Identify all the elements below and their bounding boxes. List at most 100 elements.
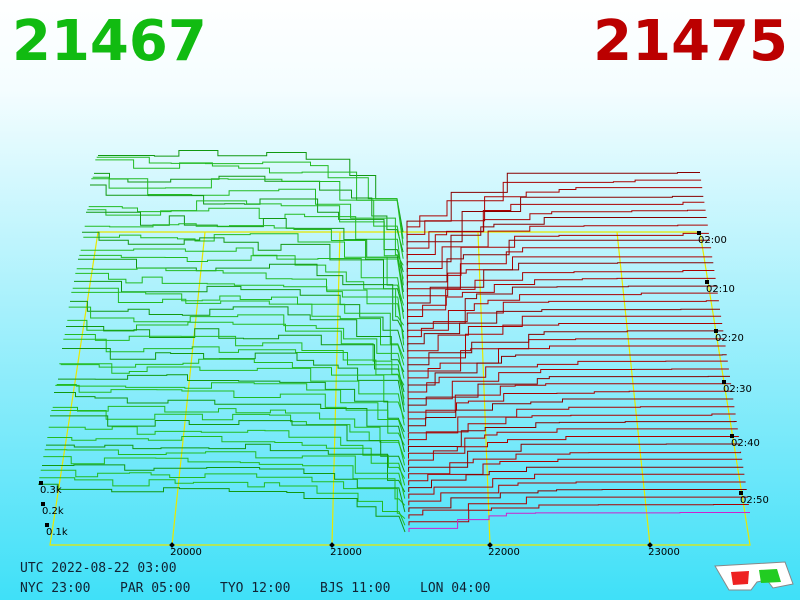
bid-depth-line <box>76 267 405 339</box>
utc-time: UTC 2022-08-22 03:00 <box>20 561 177 576</box>
x-tick-label: 20000 <box>170 547 202 558</box>
3d-glasses-icon <box>714 561 794 591</box>
ask-depth-line <box>408 443 740 472</box>
tick-dot <box>722 380 726 384</box>
bid-depth-line <box>92 176 404 259</box>
bid-depth-line <box>88 200 404 279</box>
time-label: 02:10 <box>706 284 735 295</box>
bid-depth-line <box>56 382 405 439</box>
ask-depth-line <box>407 338 725 379</box>
ask-depth-line <box>407 368 729 406</box>
ask-depth-line <box>406 256 713 306</box>
ask-depth-line <box>407 270 715 319</box>
bid-depth-line <box>39 477 406 526</box>
tick-dot <box>647 542 653 548</box>
ask-depth-line <box>408 466 744 493</box>
bid-depth-line <box>72 287 405 359</box>
ask-depth-line <box>408 496 748 519</box>
ask-depth-line <box>406 195 704 253</box>
tick-dot <box>329 542 335 548</box>
ask-depth-line <box>408 504 749 526</box>
tick-dot <box>714 329 718 333</box>
bid-price: 21467 <box>12 9 207 74</box>
bid-depth-line <box>50 415 406 473</box>
ask-depth-line <box>407 345 726 386</box>
bid-depth-line <box>54 392 405 453</box>
bid-depth-line <box>71 291 405 366</box>
city-time: LON 04:00 <box>420 581 490 596</box>
bid-depth-line <box>51 410 406 466</box>
time-label: 02:20 <box>715 333 744 344</box>
ask-depth-line <box>406 247 712 299</box>
city-time: NYC 23:00 <box>20 581 90 596</box>
ask-depth-line <box>407 360 728 399</box>
bid-depth-line <box>98 150 404 233</box>
ask-depth-line <box>407 398 734 433</box>
ask-depth-line <box>407 413 736 446</box>
ask-depth-line <box>407 315 722 359</box>
ask-depth-line <box>407 292 718 339</box>
bid-depth-line <box>40 469 406 520</box>
ask-depth-line <box>407 300 719 346</box>
tick-dot <box>705 280 709 284</box>
tick-dot <box>39 481 43 485</box>
bid-depth-line <box>60 358 405 419</box>
ask-depth-line <box>407 323 723 366</box>
bid-depth-line <box>66 326 405 393</box>
ask-depth-line <box>406 232 709 286</box>
ask-depth-line <box>407 421 737 453</box>
city-times: NYC 23:00 PAR 05:00 TYO 12:00 BJS 11:00 LON … <box>20 581 490 596</box>
city-time: BJS 11:00 <box>320 581 390 596</box>
bid-depth-line <box>44 449 406 499</box>
depth-label: 0.3k <box>40 485 62 496</box>
bid-depth-line <box>75 272 405 346</box>
tick-dot <box>487 542 493 548</box>
bid-depth-line <box>70 300 405 373</box>
tick-dot <box>45 523 49 527</box>
ask-depth-line <box>406 187 703 246</box>
bid-depth-line <box>91 178 404 266</box>
ask-depth-line <box>408 489 747 513</box>
bid-depth-line <box>68 306 405 379</box>
ask-depth-line <box>406 201 705 259</box>
ask-depth-line <box>407 390 733 426</box>
bid-depth-line <box>43 456 406 506</box>
bid-depth-line <box>46 443 406 493</box>
ask-depth-line <box>406 179 702 239</box>
time-label: 02:00 <box>698 235 727 246</box>
ask-depth-line <box>406 239 710 292</box>
ask-depth-line <box>407 308 720 352</box>
bid-depth-line <box>42 464 406 513</box>
tick-dot <box>697 231 701 235</box>
time-label: 02:40 <box>731 438 760 449</box>
bid-depth-line <box>52 405 405 459</box>
ask-depth-line <box>408 481 746 506</box>
bid-depth-line <box>82 231 405 313</box>
ask-depth-line <box>406 262 714 313</box>
depth-label: 0.1k <box>46 527 68 538</box>
bid-depth-line <box>83 233 404 306</box>
ask-depth-line <box>408 436 739 466</box>
ask-depth-line <box>407 375 730 412</box>
ask-depth-line <box>407 277 716 326</box>
bid-depth-line <box>47 436 406 486</box>
bid-depth-line <box>48 426 406 479</box>
tick-dot <box>41 502 45 506</box>
ask-depth-line <box>407 354 727 393</box>
bid-depth-line <box>87 207 404 286</box>
tick-dot <box>730 434 734 438</box>
ask-depth-line <box>407 383 732 419</box>
bid-depth-line <box>79 254 405 326</box>
ask-depth-line <box>408 512 750 532</box>
bid-depth-line <box>84 223 404 299</box>
time-label: 02:50 <box>740 495 769 506</box>
depth-lines <box>38 150 750 533</box>
bid-depth-line <box>59 363 405 426</box>
x-tick-label: 22000 <box>488 547 520 558</box>
depth-label: 0.2k <box>42 506 64 517</box>
ask-depth-line <box>408 451 742 479</box>
ask-depth-line <box>406 217 707 273</box>
x-tick-label: 23000 <box>648 547 680 558</box>
ask-depth-line <box>408 458 743 486</box>
